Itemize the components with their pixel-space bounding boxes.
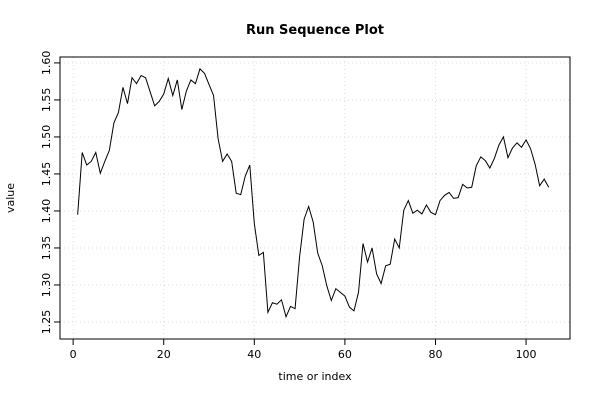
x-tick-label: 0 [70,348,77,361]
x-axis-label: time or index [278,370,352,383]
x-tick-label: 100 [516,348,537,361]
y-tick-label: 1.60 [40,51,53,76]
y-tick-label: 1.25 [40,310,53,335]
x-tick-label: 60 [338,348,352,361]
y-tick-label: 1.55 [40,88,53,113]
x-tick-label: 20 [157,348,171,361]
y-tick-label: 1.40 [40,199,53,224]
data-line [77,67,550,319]
chart-title: Run Sequence Plot [246,23,384,38]
y-tick-label: 1.45 [40,162,53,187]
x-tick-label: 40 [247,348,261,361]
plot-frame [59,56,571,340]
y-tick-label: 1.30 [40,273,53,298]
y-axis-label: value [4,183,17,213]
y-tick-label: 1.35 [40,236,53,261]
y-tick-label: 1.50 [40,125,53,150]
x-tick-label: 80 [428,348,442,361]
